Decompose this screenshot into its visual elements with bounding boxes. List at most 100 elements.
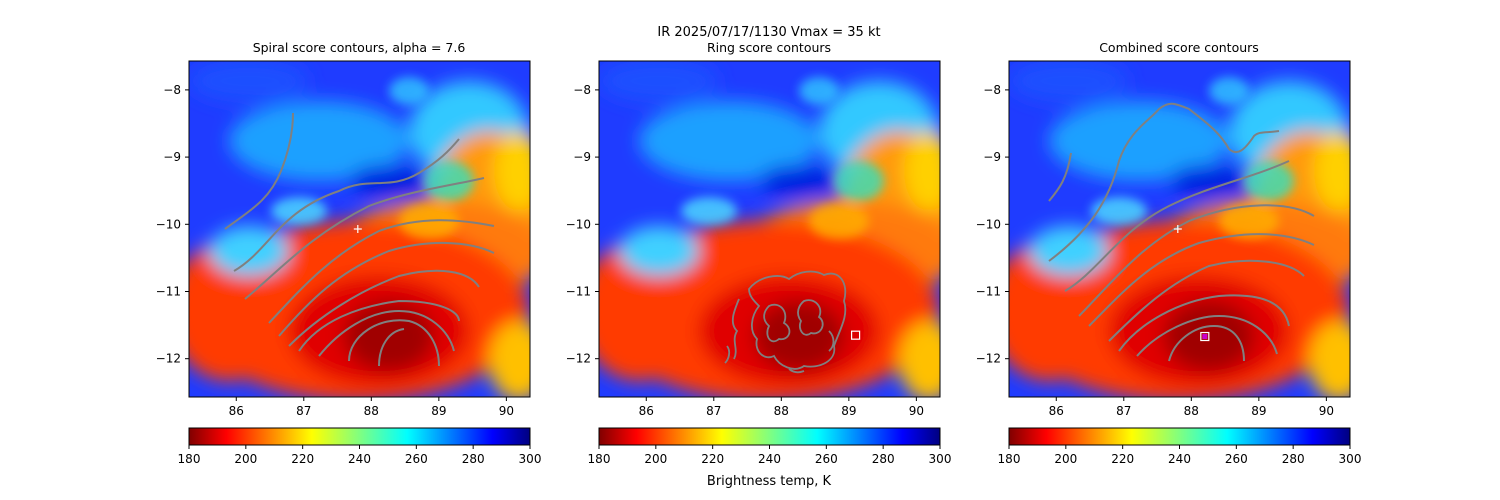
center-plus-marker <box>1173 225 1182 233</box>
y-tick-label: −10 <box>566 217 591 231</box>
y-tick-label: −8 <box>573 83 591 97</box>
contour-line <box>797 299 824 336</box>
colorbar-tick-label: 240 <box>348 452 371 466</box>
center-plus-marker <box>353 225 362 233</box>
contour-line <box>724 345 731 364</box>
colorbar-tick-label: 200 <box>1054 452 1077 466</box>
y-tick-label: −11 <box>156 284 181 298</box>
contour-line <box>1118 294 1290 352</box>
contour-line <box>731 298 740 360</box>
panel-combined: Combined score contours 86 87 88 89 90 −8 −9 −1… <box>976 40 1369 418</box>
x-tick-label: 89 <box>1251 404 1266 418</box>
ir-brightness-image <box>579 59 959 401</box>
colorbar-tick-label: 220 <box>701 452 724 466</box>
contour-line <box>268 219 495 324</box>
combined-contours <box>1048 102 1315 362</box>
y-tick-label: −12 <box>976 352 1001 366</box>
x-tick-label: 86 <box>1049 404 1064 418</box>
colorbar-tick-label: 260 <box>815 452 838 466</box>
colorbar-tick-label: 300 <box>1339 452 1362 466</box>
contour-line <box>1048 102 1280 262</box>
ring-contours <box>724 270 847 374</box>
contour-line <box>348 319 440 367</box>
colorbar-label: Brightness temp, K <box>707 474 832 489</box>
x-tick-label: 88 <box>1184 404 1199 418</box>
contour-line <box>748 270 847 370</box>
ir-brightness-image <box>169 59 549 401</box>
y-tick-label: −10 <box>976 217 1001 231</box>
y-tick-label: −10 <box>156 217 181 231</box>
panel-ring: Ring score contours 86 87 88 89 90 −8 −9 −10 −11… <box>566 40 959 418</box>
contour-line <box>828 330 835 352</box>
colorbar-tick-label: 280 <box>1282 452 1305 466</box>
x-tick-label: 88 <box>364 404 379 418</box>
contour-line <box>1108 259 1305 342</box>
y-tick-label: −9 <box>983 150 1001 164</box>
contour-line <box>788 368 805 374</box>
y-tick-label: −9 <box>163 150 181 164</box>
colorbar-1: 180 200 220 240 260 280 300 <box>178 427 542 466</box>
contour-line <box>298 299 460 352</box>
contour-line <box>224 112 294 230</box>
contour-line <box>1078 204 1315 317</box>
colorbar-tick-label: 240 <box>1168 452 1191 466</box>
panel-spiral: Spiral score contours, alpha = 7.6 86 87 8… <box>156 40 549 418</box>
x-tick-label: 90 <box>499 404 514 418</box>
panel-title: Spiral score contours, alpha = 7.6 <box>253 40 466 55</box>
x-tick-label: 86 <box>229 404 244 418</box>
y-tick-label: −8 <box>163 83 181 97</box>
y-tick-label: −12 <box>566 352 591 366</box>
x-tick-label: 89 <box>841 404 856 418</box>
contour-line <box>1136 314 1278 357</box>
contour-line <box>278 241 495 337</box>
contour-line <box>1168 324 1245 362</box>
contour-line <box>1064 160 1290 292</box>
colorbar-3: 180 200 220 240 260 280 300 <box>998 427 1362 466</box>
center-dot-marker <box>1202 334 1208 340</box>
center-square-marker <box>1200 331 1210 342</box>
colorbar-tick-label: 280 <box>872 452 895 466</box>
contour-line <box>1088 233 1315 327</box>
panel-title: Ring score contours <box>707 40 831 55</box>
center-square-marker <box>850 330 861 340</box>
contour-line <box>763 303 791 343</box>
colorbar-tick-label: 200 <box>234 452 257 466</box>
colorbar-tick-label: 180 <box>178 452 201 466</box>
y-tick-label: −12 <box>156 352 181 366</box>
colorbar-tick-label: 280 <box>462 452 485 466</box>
figure-suptitle: IR 2025/07/17/1130 Vmax = 35 kt <box>657 25 880 40</box>
x-tick-label: 86 <box>639 404 654 418</box>
x-tick-label: 87 <box>296 404 311 418</box>
ir-brightness-image <box>989 59 1369 401</box>
contour-line <box>288 269 480 347</box>
colorbar-2: 180 200 220 240 260 280 300 Brightness temp, K <box>588 427 952 489</box>
colorbar-tick-label: 260 <box>1225 452 1248 466</box>
contour-line <box>318 309 455 357</box>
spiral-contours <box>224 112 495 367</box>
colorbar-tick-label: 180 <box>588 452 611 466</box>
colorbar-tick-label: 240 <box>758 452 781 466</box>
colorbar-tick-label: 180 <box>998 452 1021 466</box>
colorbar-tick-label: 220 <box>1111 452 1134 466</box>
x-tick-label: 89 <box>431 404 446 418</box>
x-tick-label: 90 <box>1319 404 1334 418</box>
contour-line <box>1048 152 1072 202</box>
colorbar-tick-label: 260 <box>405 452 428 466</box>
x-tick-label: 90 <box>909 404 924 418</box>
x-tick-label: 88 <box>774 404 789 418</box>
y-tick-label: −8 <box>983 83 1001 97</box>
y-tick-label: −9 <box>573 150 591 164</box>
y-tick-label: −11 <box>566 284 591 298</box>
colorbar-tick-label: 220 <box>291 452 314 466</box>
panel-title: Combined score contours <box>1099 40 1259 55</box>
contour-line <box>244 177 485 300</box>
colorbar-tick-label: 200 <box>644 452 667 466</box>
colorbar-tick-label: 300 <box>929 452 952 466</box>
colorbar-tick-label: 300 <box>519 452 542 466</box>
contour-line <box>233 138 460 272</box>
contour-line <box>378 328 405 367</box>
y-tick-label: −11 <box>976 284 1001 298</box>
x-tick-label: 87 <box>706 404 721 418</box>
x-tick-label: 87 <box>1116 404 1131 418</box>
